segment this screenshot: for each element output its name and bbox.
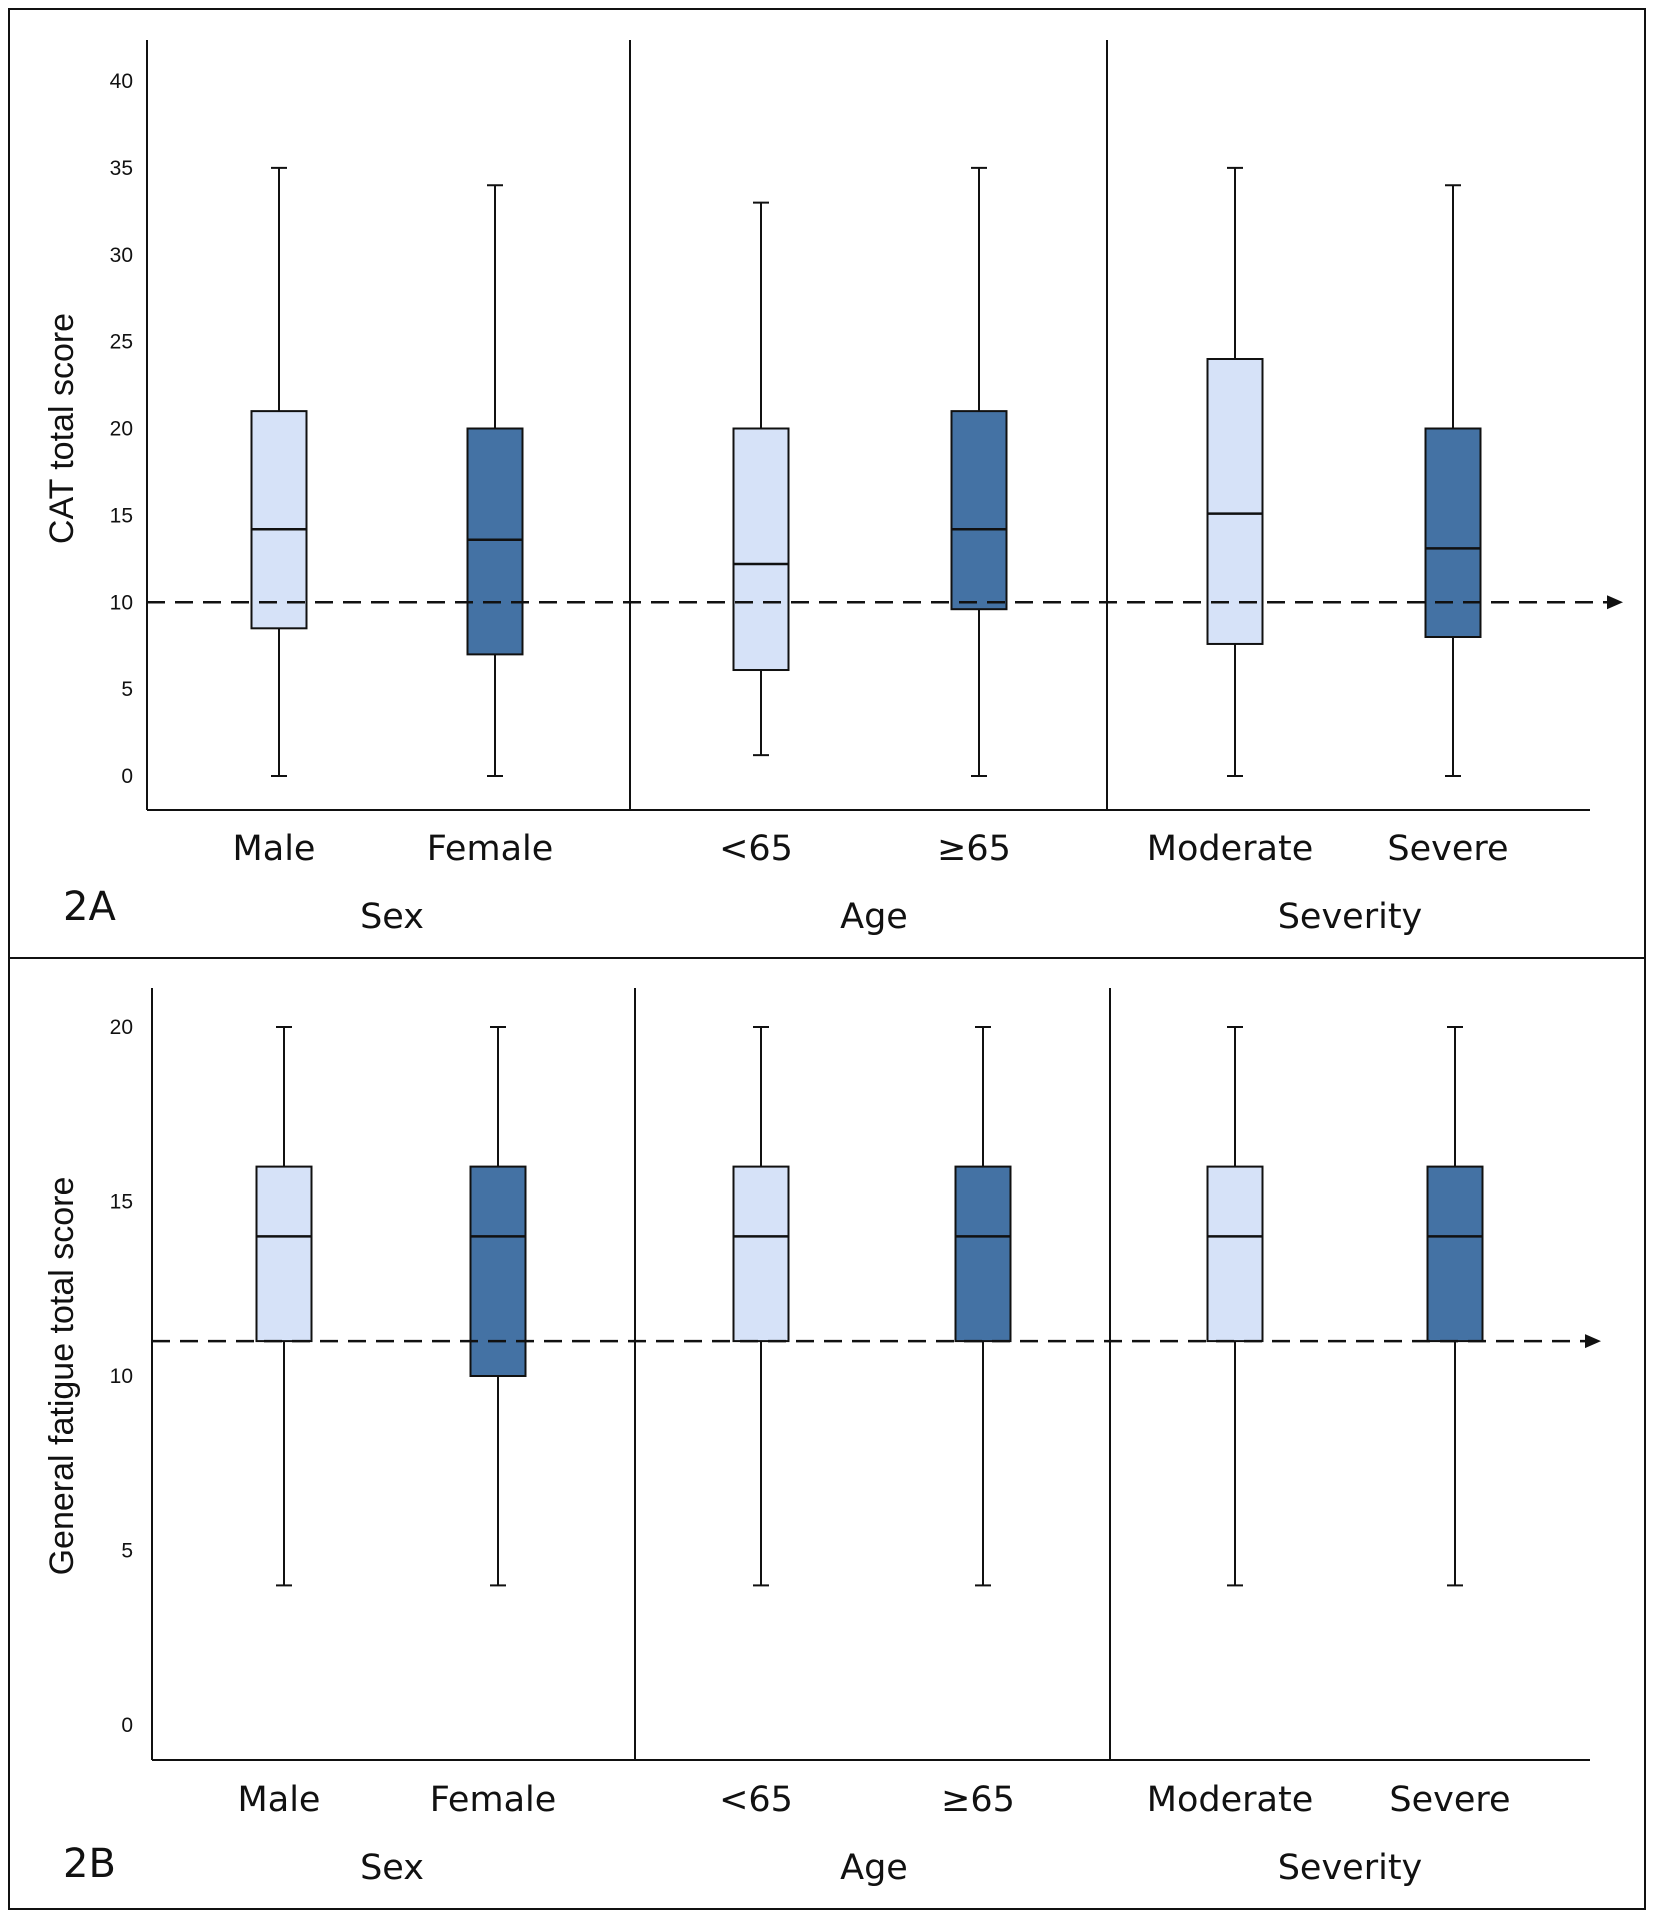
- category-label: Moderate: [1147, 1780, 1313, 1820]
- box-dark: [954, 1165, 1012, 1343]
- box-light: [255, 1165, 313, 1343]
- y-tick-label: 40: [110, 70, 133, 93]
- y-tick-label: 5: [121, 678, 133, 701]
- category-label: Severe: [1389, 1780, 1510, 1820]
- category-label: Male: [238, 1780, 321, 1820]
- y-tick-label: 0: [121, 1714, 133, 1737]
- y-tick-label: 30: [110, 244, 133, 267]
- category-label: Female: [427, 829, 554, 869]
- box-dark: [469, 1165, 527, 1377]
- y-tick-label: 15: [110, 504, 133, 527]
- y-axis-title: General fatigue total score: [43, 1177, 81, 1576]
- box-light: [1206, 358, 1264, 645]
- y-tick-label: 0: [121, 765, 133, 788]
- panel-label: 2A: [63, 884, 116, 930]
- category-label: Female: [430, 1780, 557, 1820]
- arrow-head-icon: [1607, 595, 1623, 610]
- group-label: Severity: [1278, 1848, 1423, 1888]
- panel-2b: 0 5 10 15 20 General fatigue total score Sex Ma…: [43, 988, 1601, 1888]
- category-label: Severe: [1387, 829, 1508, 869]
- y-tick-label: 15: [110, 1191, 133, 1214]
- box-light: [732, 427, 790, 672]
- category-label: ≥65: [937, 829, 1011, 869]
- box-light: [250, 410, 308, 630]
- group-label: Sex: [360, 1848, 424, 1888]
- category-label: ≥65: [941, 1780, 1015, 1820]
- group-label: Sex: [360, 897, 424, 937]
- category-label: Male: [233, 829, 316, 869]
- y-tick-label: 20: [110, 1016, 133, 1039]
- box-dark: [1424, 427, 1482, 638]
- y-axis-title: CAT total score: [43, 313, 81, 544]
- box-dark: [466, 427, 524, 656]
- y-tick-label: 10: [110, 591, 133, 614]
- y-tick-label: 10: [110, 1365, 133, 1388]
- arrow-head-icon: [1585, 1334, 1601, 1349]
- box-dark: [950, 410, 1008, 611]
- category-label: <65: [719, 829, 793, 869]
- box-light: [732, 1165, 790, 1343]
- box-light: [1206, 1165, 1264, 1343]
- panel-label: 2B: [63, 1841, 116, 1887]
- y-tick-label: 5: [121, 1540, 133, 1563]
- group-label: Severity: [1278, 897, 1423, 937]
- y-tick-label: 35: [110, 157, 133, 180]
- group-label: Age: [840, 1848, 908, 1888]
- y-tick-label: 20: [110, 418, 133, 441]
- panel-2a: 0 5 10 15 20 25 30 35 40 CAT total score Sex Male Fe…: [43, 40, 1623, 937]
- box-dark: [1426, 1165, 1484, 1343]
- category-label: <65: [719, 1780, 793, 1820]
- y-tick-label: 25: [110, 331, 133, 354]
- group-label: Age: [840, 897, 908, 937]
- category-label: Moderate: [1147, 829, 1313, 869]
